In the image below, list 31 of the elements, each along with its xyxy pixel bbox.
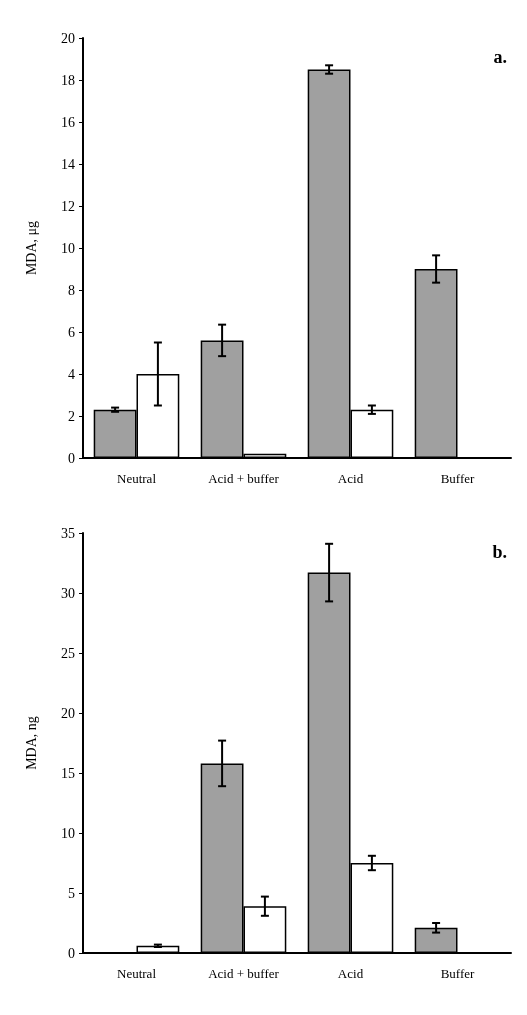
x-tick-label: Acid (337, 471, 364, 486)
y-tick-label: 5 (68, 885, 75, 901)
y-tick-label: 0 (68, 945, 75, 961)
y-tick-label: 18 (61, 72, 75, 88)
x-tick-label: Buffer (440, 471, 476, 486)
y-axis-title: MDA, μg (23, 220, 39, 276)
y-tick-label: 2 (68, 408, 75, 424)
x-tick-label: Neutral (117, 471, 157, 486)
y-tick-label: 10 (61, 240, 75, 256)
y-tick-label: 8 (68, 282, 75, 298)
y-tick-label: 14 (61, 156, 75, 172)
x-tick-label: Acid + buffer (208, 966, 280, 981)
annotation: a. (493, 47, 507, 67)
y-tick-label: 25 (61, 645, 75, 661)
y-axis-title: MDA, ng (23, 716, 39, 770)
y-tick-label: 10 (61, 825, 75, 841)
y-tick-label: 30 (61, 585, 75, 601)
x-tick-label: Neutral (117, 966, 157, 981)
y-tick-label: 35 (61, 525, 75, 541)
y-tick-label: 6 (68, 324, 75, 340)
x-tick-label: Acid (337, 966, 364, 981)
y-tick-label: 20 (61, 705, 75, 721)
y-tick-label: 4 (68, 366, 75, 382)
x-tick-label: Buffer (440, 966, 476, 981)
y-tick-label: 12 (61, 198, 75, 214)
y-tick-label: 16 (61, 114, 75, 130)
y-tick-label: 0 (68, 450, 75, 466)
y-tick-label: 15 (61, 765, 75, 781)
y-tick-label: 20 (61, 30, 75, 46)
x-tick-label: Acid + buffer (208, 471, 280, 486)
annotation: b. (492, 542, 507, 562)
